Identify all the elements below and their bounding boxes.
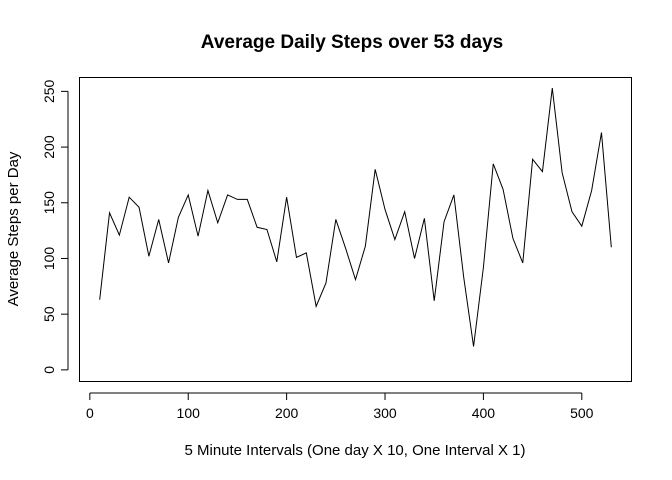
series-layer [99,87,612,347]
x-tick-label: 200 [275,405,299,421]
x-axis-label: 5 Minute Intervals (One day X 10, One In… [184,442,525,459]
x-tick-label: 400 [472,405,496,421]
plot-area-border [79,77,632,382]
x-tick-label: 500 [570,405,594,421]
y-tick-label: 200 [41,135,57,159]
chart-title: Average Daily Steps over 53 days [201,32,503,53]
x-tick-label: 300 [373,405,397,421]
series-line [99,87,612,347]
y-tick-label: 50 [41,306,57,322]
x-axis: 0 100 200 300 400 500 [86,392,594,421]
y-tick-label: 150 [41,191,57,215]
y-tick-label: 250 [41,79,57,103]
y-axis-label: Average Steps per Day [5,151,22,306]
y-axis: 0 50 100 150 200 250 [41,79,69,374]
x-tick-label: 100 [177,405,201,421]
x-tick-label: 0 [86,405,94,421]
y-tick-label: 0 [41,366,57,374]
y-tick-label: 100 [41,247,57,271]
